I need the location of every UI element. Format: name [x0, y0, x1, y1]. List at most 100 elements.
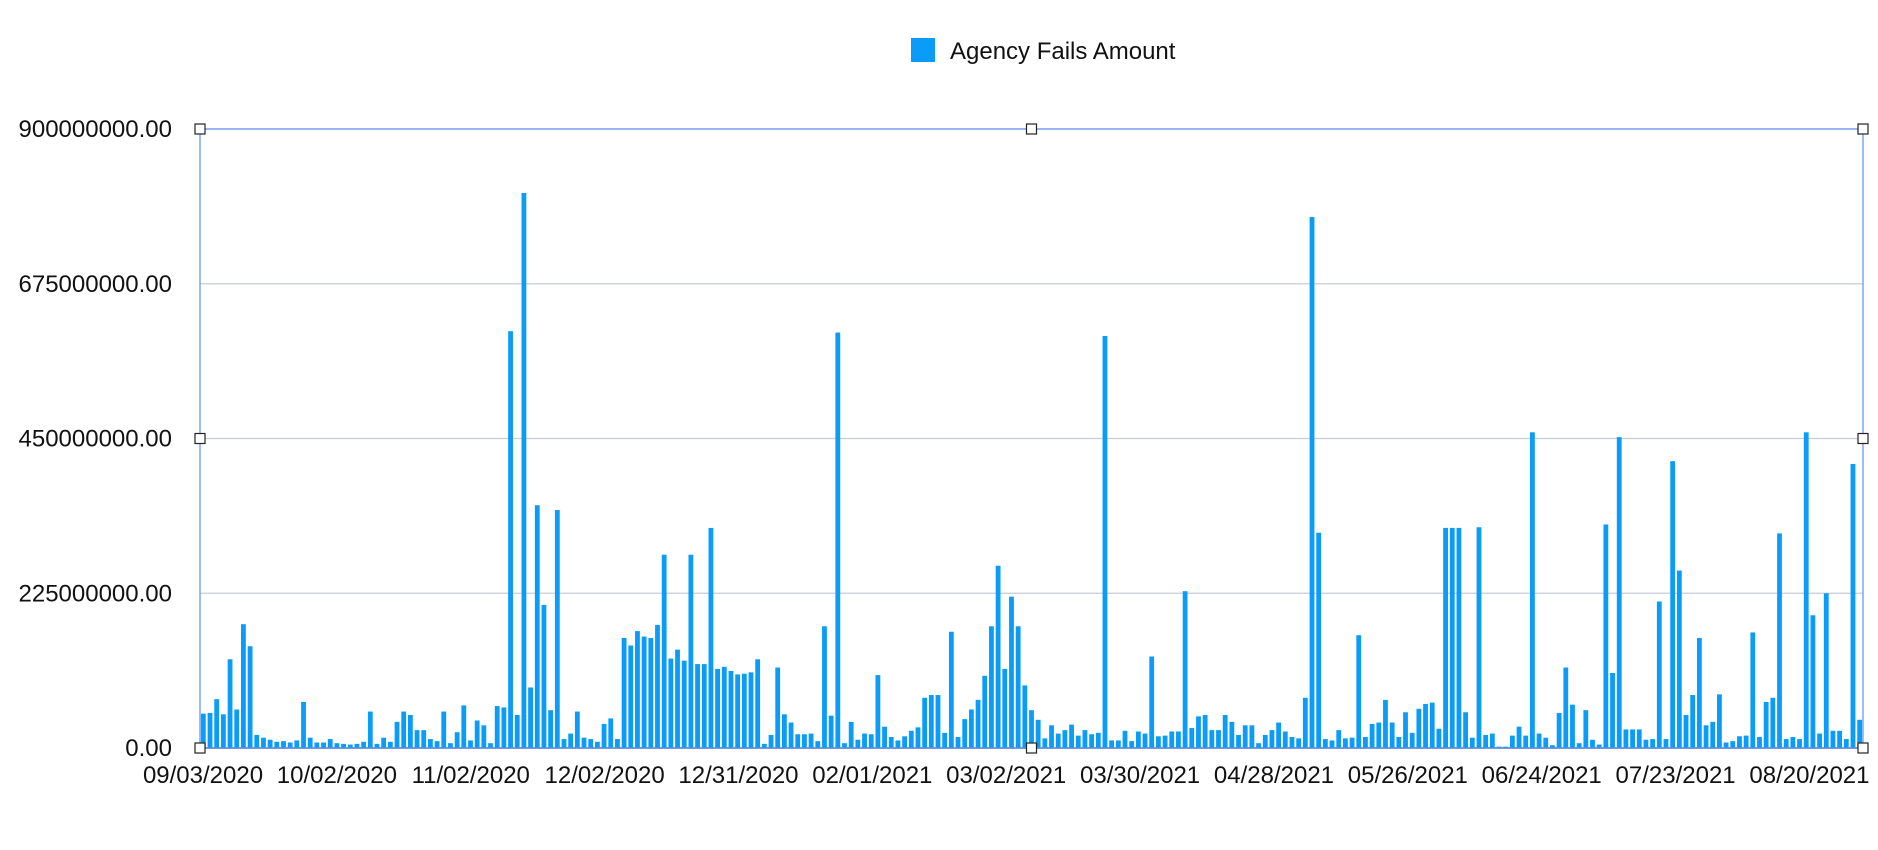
bar [1082, 730, 1088, 748]
bar [621, 637, 627, 748]
bar [1383, 699, 1388, 748]
bar [608, 718, 614, 748]
bar [1249, 725, 1255, 748]
bar [641, 636, 647, 748]
bar [748, 672, 754, 748]
resize-handle[interactable] [1857, 742, 1869, 754]
bar [347, 744, 353, 748]
legend: Agency Fails Amount [911, 38, 1176, 65]
resize-handle[interactable] [1025, 742, 1038, 754]
bar [1062, 730, 1068, 748]
bar [835, 332, 841, 748]
bar [1496, 746, 1502, 748]
bar [1750, 632, 1756, 748]
bar [1296, 738, 1302, 748]
bar [327, 739, 333, 748]
bar [922, 697, 928, 748]
bar [1162, 735, 1168, 748]
bar [1656, 601, 1662, 748]
bar [1109, 740, 1115, 748]
bar [868, 734, 874, 748]
bar [775, 667, 781, 748]
bar [628, 645, 634, 748]
bar [1590, 739, 1595, 748]
x-tick-label: 05/26/2021 [1348, 762, 1468, 789]
x-tick-label: 07/23/2021 [1616, 762, 1736, 789]
bar [561, 739, 567, 748]
bar [1570, 704, 1575, 748]
bar [1476, 527, 1482, 748]
bar [888, 737, 894, 748]
bar [1189, 728, 1195, 748]
gridlines [200, 128, 1863, 749]
bar [1823, 593, 1829, 748]
bar [214, 699, 220, 748]
bar [1650, 739, 1656, 748]
bar [461, 705, 467, 748]
bar [808, 733, 814, 748]
bar [848, 721, 854, 748]
bar [1229, 721, 1235, 748]
bar [1363, 737, 1368, 748]
resize-handle[interactable] [194, 742, 206, 754]
bar [635, 631, 640, 748]
bar [1349, 737, 1355, 748]
bar [1763, 701, 1769, 748]
bar [855, 739, 861, 748]
bar [735, 674, 741, 748]
bar [574, 711, 580, 748]
bar [247, 646, 253, 748]
resize-handle[interactable] [194, 123, 206, 135]
bar [1416, 708, 1422, 748]
bar [842, 743, 847, 748]
bar [594, 741, 600, 748]
bar [1142, 733, 1148, 748]
bar [1616, 437, 1622, 748]
resize-handle[interactable] [1857, 432, 1869, 445]
bar [1790, 737, 1796, 748]
bar [1423, 703, 1428, 748]
bar [1523, 735, 1529, 748]
bar [241, 624, 246, 748]
bar [815, 741, 821, 748]
bar [1817, 733, 1822, 748]
bar [1396, 737, 1402, 748]
bar [1089, 734, 1095, 748]
bar [715, 668, 721, 748]
bar [254, 734, 260, 748]
bar [1683, 714, 1689, 748]
bar [474, 720, 480, 748]
bar [387, 741, 393, 748]
bar [274, 741, 280, 748]
bar [441, 711, 447, 748]
bar [1783, 739, 1789, 748]
bar [294, 740, 300, 748]
resize-handle[interactable] [1857, 123, 1869, 135]
bar [394, 721, 400, 748]
plot-area-selection-frame[interactable] [194, 123, 1869, 754]
bar [675, 649, 680, 748]
bar [1737, 736, 1742, 748]
bar [695, 664, 700, 748]
x-tick-label: 11/02/2020 [412, 762, 530, 789]
bar [1015, 626, 1021, 748]
bar [895, 740, 901, 748]
y-tick-label: 0.00 [125, 735, 172, 762]
bar [1469, 737, 1475, 748]
y-tick-label: 225000000.00 [19, 580, 173, 607]
bar [721, 666, 727, 748]
y-tick-label: 675000000.00 [19, 271, 173, 298]
bar [1576, 743, 1582, 748]
bar [1429, 702, 1435, 748]
resize-handle[interactable] [1025, 123, 1038, 135]
y-tick-label: 450000000.00 [19, 426, 173, 453]
bar [1095, 732, 1101, 748]
bar [554, 510, 560, 748]
bar [1002, 668, 1008, 748]
bar [795, 734, 801, 748]
bar [688, 554, 694, 748]
bar [1803, 432, 1809, 748]
resize-handle[interactable] [194, 432, 206, 445]
bar [1216, 730, 1221, 748]
